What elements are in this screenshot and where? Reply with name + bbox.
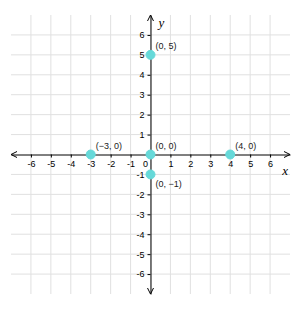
point [86, 150, 95, 159]
x-tick-label: -5 [47, 159, 55, 169]
x-tick-mark [31, 155, 32, 158]
x-axis-label: x [281, 163, 288, 178]
x-tick-label: -4 [67, 159, 75, 169]
x-tick-mark [111, 155, 112, 158]
x-tick-label: -1 [127, 159, 135, 169]
axis-arrow [148, 15, 154, 21]
x-tick-mark [51, 155, 52, 158]
x-tick: 2 [188, 155, 193, 169]
x-tick-mark [131, 155, 132, 158]
y-tick-label: -2 [136, 190, 144, 200]
x-tick: 3 [208, 155, 213, 169]
points [86, 50, 235, 179]
y-tick-label: -5 [136, 250, 144, 260]
x-tick: -6 [27, 155, 35, 169]
x-tick-mark [250, 155, 251, 158]
y-tick-mark [148, 214, 151, 215]
y-tick-mark [148, 254, 151, 255]
y-tick: 6 [139, 30, 150, 40]
y-tick: 4 [139, 70, 150, 80]
axis-arrows [11, 15, 290, 294]
y-tick-label: -6 [136, 269, 144, 279]
x-tick: -5 [47, 155, 55, 169]
point [146, 150, 155, 159]
y-tick-label: 1 [139, 130, 144, 140]
x-tick-mark [270, 155, 271, 158]
x-tick-label: -2 [107, 159, 115, 169]
x-tick: -1 [127, 155, 135, 169]
x-tick-label: 0 [143, 159, 148, 169]
y-axis-label: y [157, 15, 165, 30]
x-tick-label: 5 [248, 159, 253, 169]
y-tick: -5 [136, 250, 150, 260]
y-tick: 2 [139, 110, 150, 120]
y-tick-mark [148, 95, 151, 96]
axis-arrow [11, 152, 17, 158]
point-label: (0, 0) [156, 141, 177, 151]
point-label: (4, 0) [235, 141, 256, 151]
x-tick-label: 6 [268, 159, 273, 169]
y-tick-mark [148, 135, 151, 136]
point [146, 50, 155, 59]
axis-arrow [284, 152, 290, 158]
y-tick: 1 [139, 130, 150, 140]
x-tick-label: 3 [208, 159, 213, 169]
y-tick-label: 4 [139, 70, 144, 80]
y-tick-label: 3 [139, 90, 144, 100]
y-tick-mark [148, 194, 151, 195]
x-tick: -2 [107, 155, 115, 169]
x-tick-label: 1 [168, 159, 173, 169]
x-tick-label: -3 [87, 159, 95, 169]
point-label: (0, −1) [156, 179, 182, 189]
x-tick-mark [71, 155, 72, 158]
x-tick-label: 2 [188, 159, 193, 169]
y-tick-mark [148, 75, 151, 76]
x-tick-mark [170, 155, 171, 158]
y-tick-label: -1 [136, 170, 144, 180]
x-tick-label: 4 [228, 159, 233, 169]
y-tick-mark [148, 234, 151, 235]
y-tick-label: 2 [139, 110, 144, 120]
point-label: (−3, 0) [96, 141, 122, 151]
x-tick-label: -6 [27, 159, 35, 169]
y-tick-label: -3 [136, 210, 144, 220]
y-tick-label: 6 [139, 30, 144, 40]
y-tick: -4 [136, 230, 150, 240]
axis-arrow [148, 288, 154, 294]
x-tick: 1 [168, 155, 173, 169]
y-tick: -3 [136, 210, 150, 220]
y-tick-mark [148, 35, 151, 36]
x-tick: 6 [268, 155, 273, 169]
y-tick-label: -4 [136, 230, 144, 240]
y-tick-label: 5 [139, 50, 144, 60]
point-labels: (−3, 0) (0, 0) (0, −1) (0, 5) (4, 0) [96, 41, 257, 190]
x-tick-mark [190, 155, 191, 158]
grid [11, 15, 290, 294]
y-tick: -6 [136, 269, 150, 279]
y-tick-mark [148, 274, 151, 275]
chart: -6-5-4-3-2-10123456-6-5-4-3-2-1123456(−3… [0, 0, 301, 309]
point [146, 170, 155, 179]
point-label: (0, 5) [156, 41, 177, 51]
x-tick-mark [210, 155, 211, 158]
x-tick: -4 [67, 155, 75, 169]
y-tick: 3 [139, 90, 150, 100]
x-tick: 5 [248, 155, 253, 169]
y-tick-mark [148, 115, 151, 116]
y-tick: -2 [136, 190, 150, 200]
point [226, 150, 235, 159]
